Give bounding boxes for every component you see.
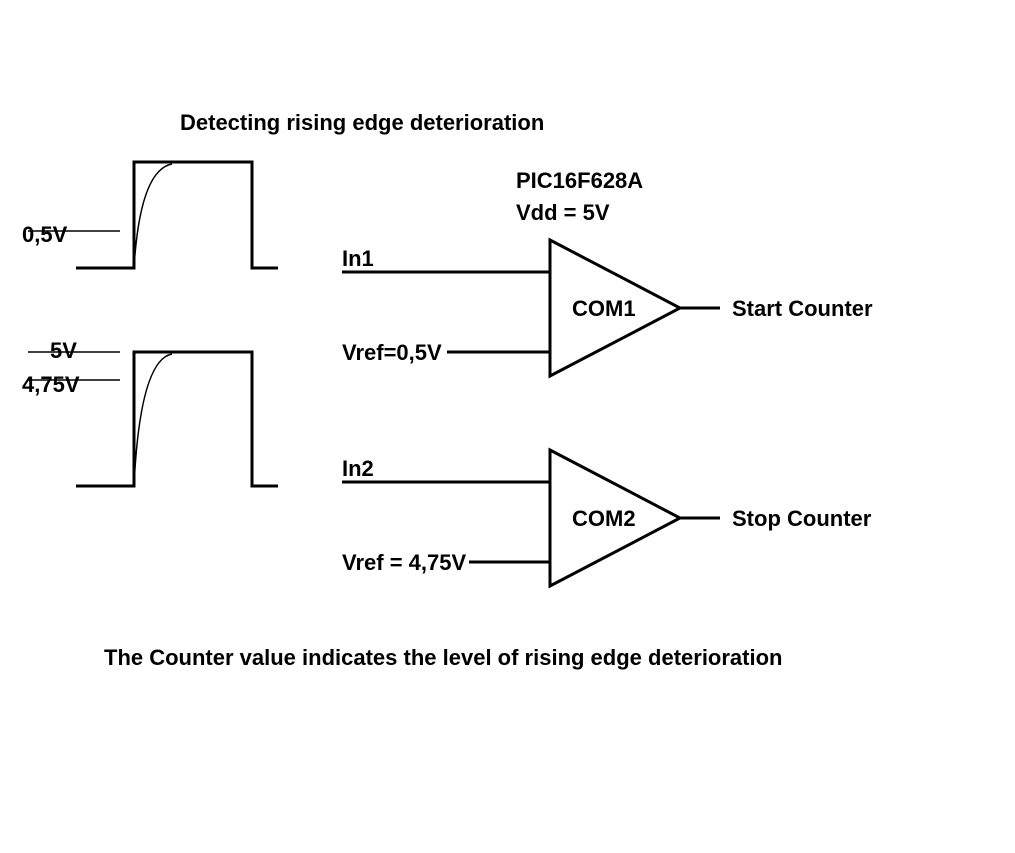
com1-label: COM1 (572, 296, 636, 322)
out2-label: Stop Counter (732, 506, 871, 532)
vref2-label: Vref = 4,75V (342, 550, 466, 576)
chip-vdd: Vdd = 5V (516, 200, 610, 226)
in2-label: In2 (342, 456, 374, 482)
vref1-label: Vref=0,5V (342, 340, 442, 366)
in1-label: In1 (342, 246, 374, 272)
out1-label: Start Counter (732, 296, 873, 322)
waveform2-threshold-label: 4,75V (22, 372, 80, 398)
waveform1-threshold-label: 0,5V (22, 222, 67, 248)
footer-text: The Counter value indicates the level of… (104, 645, 782, 671)
com2-label: COM2 (572, 506, 636, 532)
waveform2-top-label: 5V (50, 338, 77, 364)
diagram-title: Detecting rising edge deterioration (180, 110, 544, 136)
chip-name: PIC16F628A (516, 168, 643, 194)
